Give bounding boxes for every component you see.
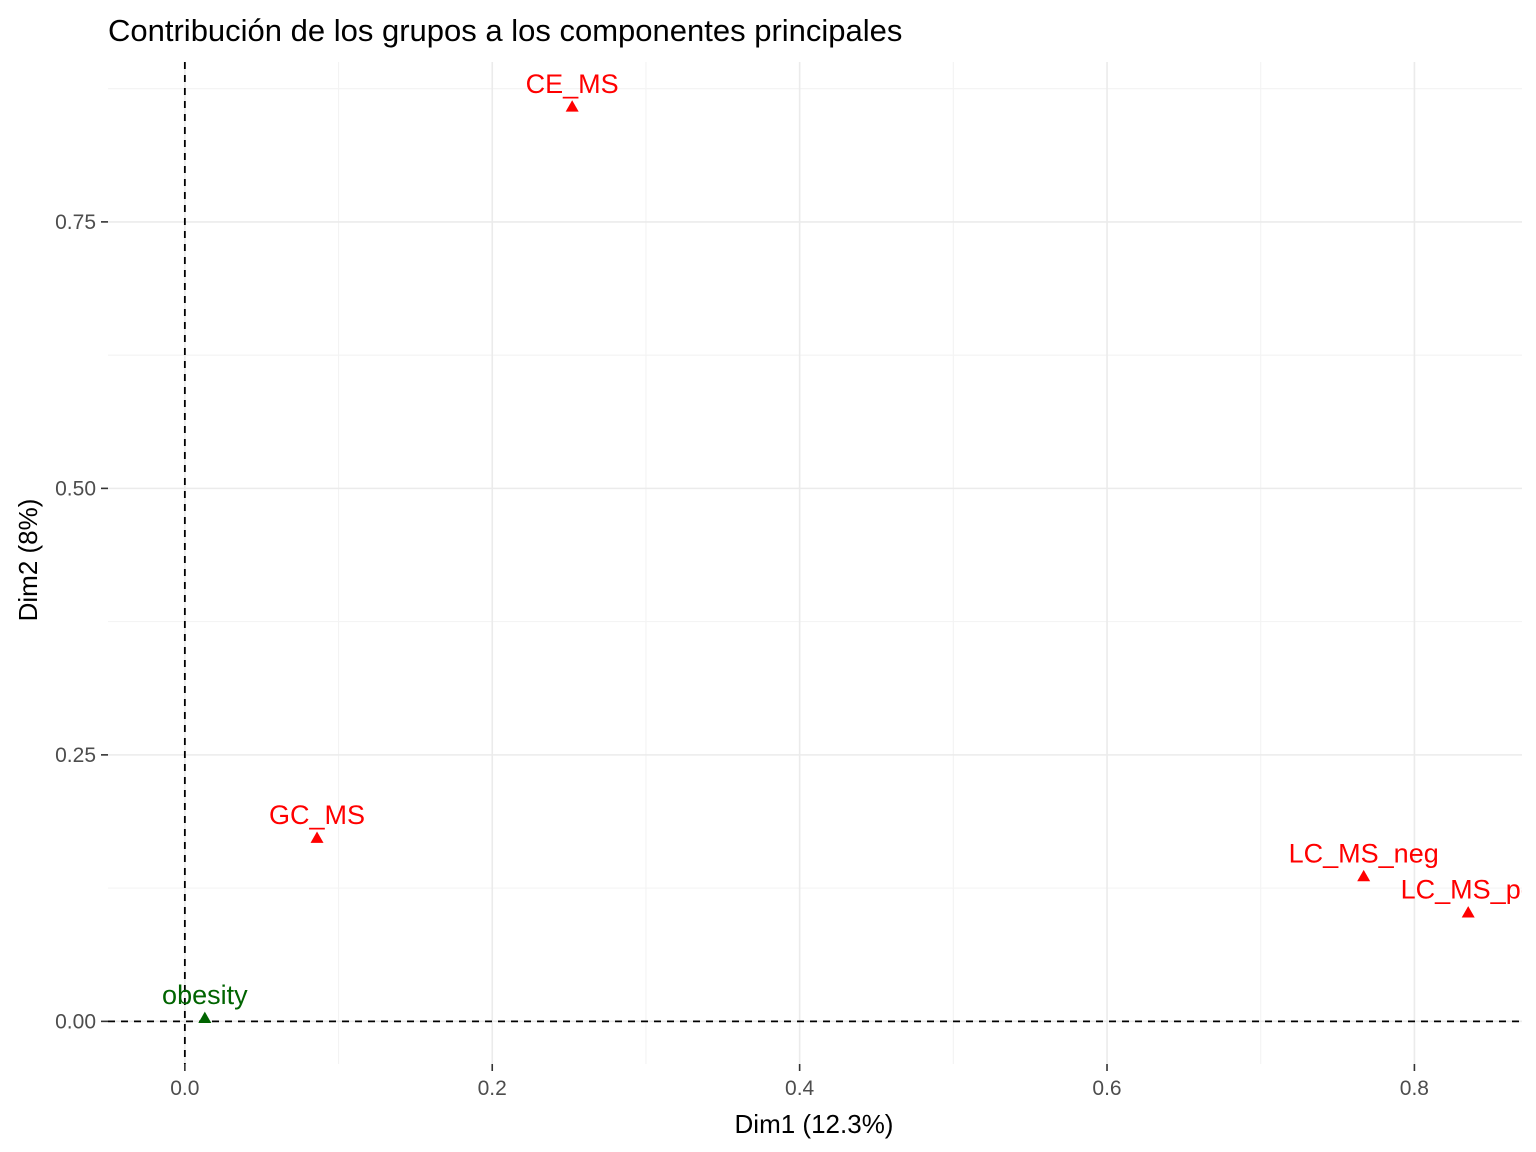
x-tick-label: 0.6 (1092, 1077, 1121, 1100)
data-point-marker (1461, 906, 1475, 918)
x-axis-title: Dim1 (12.3%) (735, 1109, 894, 1139)
y-tick-label: 0.25 (55, 744, 96, 767)
axis-ticks: 0.0 0.2 0.4 0.6 0.8 0.00 0.25 0.50 0.75 (55, 211, 1429, 1100)
data-point-label: CE_MS (526, 69, 619, 99)
y-tick-label: 0.75 (55, 211, 96, 234)
x-tick-label: 0.4 (785, 1077, 815, 1100)
y-axis-title: Dim2 (8%) (13, 499, 43, 622)
major-gridlines (108, 62, 1522, 1064)
data-point-marker (310, 831, 324, 843)
data-point-label: LC_MS_po (1401, 875, 1536, 905)
data-point-label: obesity (162, 980, 248, 1010)
data-point-marker (198, 1011, 212, 1024)
reference-lines (108, 62, 1522, 1064)
y-tick-label: 0.00 (55, 1010, 96, 1033)
data-point-label: GC_MS (269, 800, 365, 830)
x-tick-label: 0.0 (170, 1077, 199, 1100)
minor-gridlines (108, 62, 1522, 1064)
data-point-marker (565, 100, 579, 112)
data-point-marker (1357, 869, 1371, 882)
x-tick-label: 0.2 (478, 1077, 507, 1100)
chart-title: Contribución de los grupos a los compone… (108, 13, 902, 48)
data-point-label: LC_MS_neg (1289, 838, 1439, 868)
y-tick-label: 0.50 (55, 477, 96, 500)
x-tick-label: 0.8 (1400, 1077, 1429, 1100)
